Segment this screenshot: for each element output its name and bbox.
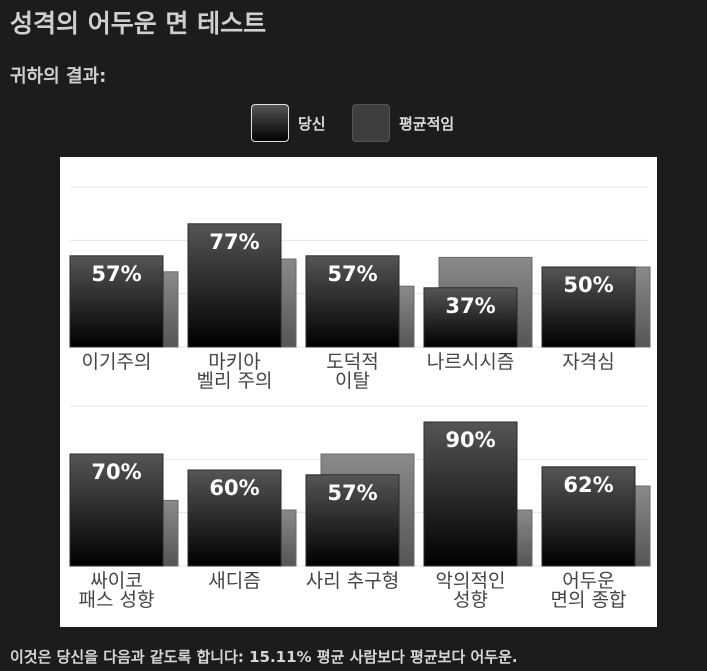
bar-you bbox=[69, 453, 164, 567]
category-label: 패스 성향 bbox=[79, 589, 155, 611]
chart-area: 57% 이기주의 77% 마키아 벨리 주의 57% 도덕적 이탈 37% 나르시시즘 50% 자격심… bbox=[60, 157, 657, 627]
category-label: 이기주의 bbox=[82, 351, 152, 373]
category-label: 도덕적 bbox=[326, 351, 378, 373]
bar-you bbox=[187, 223, 282, 348]
bar-you bbox=[187, 469, 282, 567]
bar-you bbox=[423, 421, 518, 567]
bar-value-label: 62% bbox=[563, 473, 613, 497]
bar-value-label: 57% bbox=[327, 481, 377, 505]
bar-you bbox=[69, 255, 164, 348]
category-label: 벨리 주의 bbox=[197, 370, 273, 392]
bar-value-label: 70% bbox=[91, 460, 141, 484]
result-summary: 이것은 당신을 다음과 같도록 합니다: 15.11% 평균 사람보다 평균보다… bbox=[10, 648, 518, 666]
category-label: 악의적인 bbox=[436, 570, 506, 592]
bar-you bbox=[305, 255, 400, 348]
bar-value-label: 77% bbox=[209, 230, 259, 254]
bar-you bbox=[541, 466, 636, 567]
bar-value-label: 60% bbox=[209, 476, 259, 500]
page-title: 성격의 어두운 면 테스트 bbox=[10, 9, 267, 38]
bar-value-label: 57% bbox=[327, 262, 377, 286]
category-label: 면의 종합 bbox=[551, 589, 627, 611]
legend-swatch-average bbox=[352, 104, 390, 142]
bar-value-label: 90% bbox=[445, 428, 495, 452]
category-label: 어두운 bbox=[562, 570, 614, 592]
bar-you bbox=[423, 287, 518, 348]
category-label: 성향 bbox=[453, 589, 488, 611]
category-label: 새디즘 bbox=[208, 570, 260, 592]
bar-value-label: 57% bbox=[91, 262, 141, 286]
category-label: 이탈 bbox=[335, 370, 370, 392]
bar-value-label: 50% bbox=[563, 273, 613, 297]
result-label: 귀하의 결과: bbox=[10, 66, 107, 87]
category-label: 사리 추구형 bbox=[306, 570, 399, 592]
legend-label-you: 당신 bbox=[298, 115, 326, 133]
category-label: 마키아 bbox=[208, 351, 260, 373]
bar-you bbox=[305, 474, 400, 567]
bar-value-label: 37% bbox=[445, 294, 495, 318]
category-label: 나르시시즘 bbox=[427, 351, 514, 373]
bar-you bbox=[541, 266, 636, 348]
legend-label-average: 평균적임 bbox=[399, 115, 455, 133]
category-label: 싸이코 bbox=[90, 570, 142, 592]
legend-swatch-you bbox=[251, 104, 289, 142]
category-label: 자격심 bbox=[562, 351, 614, 373]
